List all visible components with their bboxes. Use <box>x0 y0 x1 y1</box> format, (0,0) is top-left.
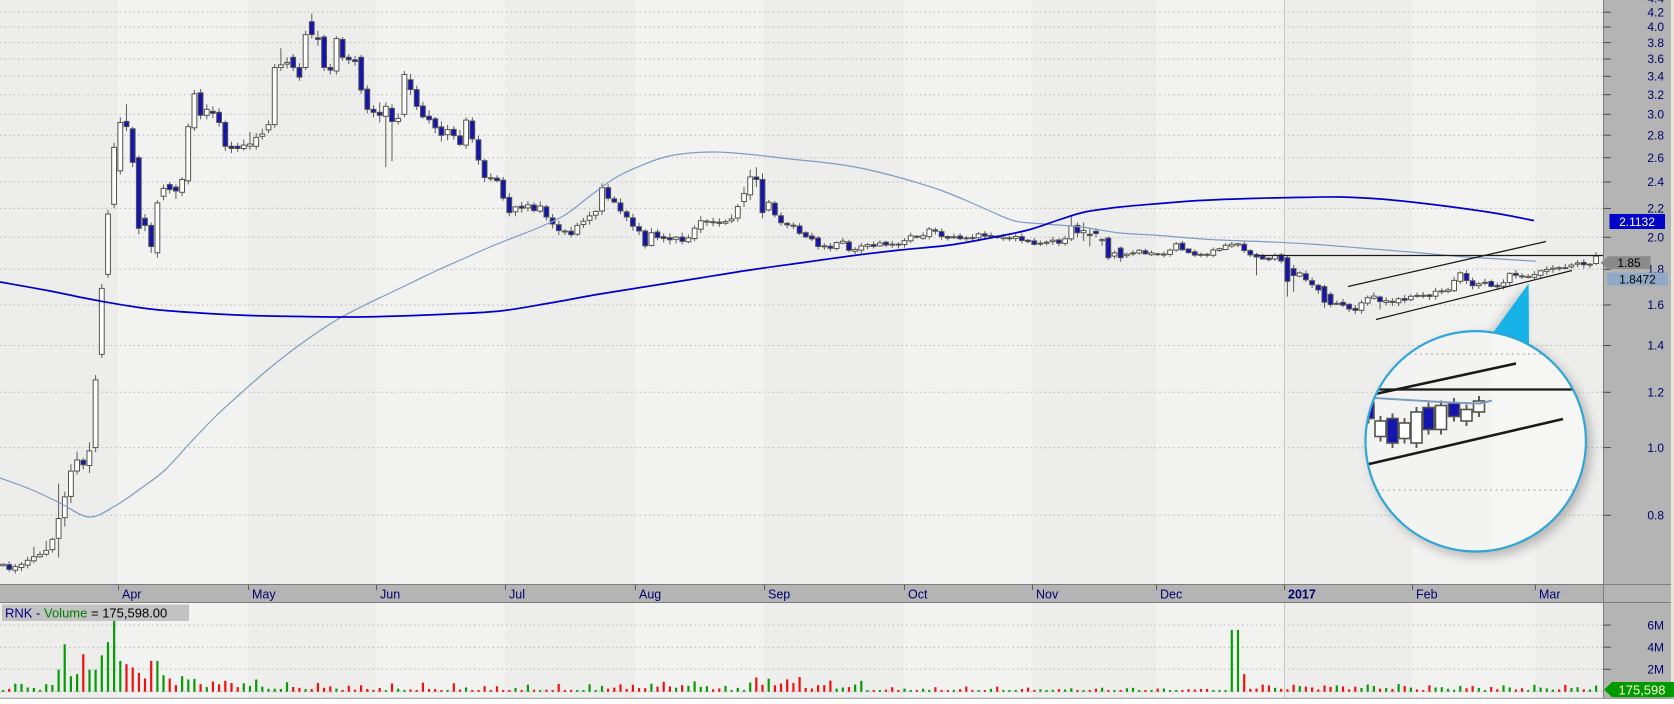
svg-text:2.1132: 2.1132 <box>1619 215 1655 229</box>
svg-text:Oct: Oct <box>908 588 928 602</box>
svg-text:2.0: 2.0 <box>1647 231 1664 245</box>
svg-text:4.4: 4.4 <box>1647 0 1664 5</box>
svg-text:Nov: Nov <box>1036 588 1059 602</box>
svg-text:1.4: 1.4 <box>1647 339 1664 353</box>
svg-text:Feb: Feb <box>1416 588 1438 602</box>
svg-text:4.0: 4.0 <box>1647 20 1664 34</box>
svg-text:Mar: Mar <box>1539 588 1561 602</box>
svg-text:1.85: 1.85 <box>1617 256 1641 270</box>
svg-text:Dec: Dec <box>1160 588 1182 602</box>
svg-text:May: May <box>252 588 276 602</box>
svg-text:4.2: 4.2 <box>1647 5 1664 19</box>
svg-text:Sep: Sep <box>768 588 790 602</box>
svg-text:1.6: 1.6 <box>1647 298 1664 312</box>
svg-text:1.8472: 1.8472 <box>1619 272 1656 286</box>
svg-text:Jun: Jun <box>380 588 400 602</box>
svg-text:2M: 2M <box>1647 663 1664 677</box>
svg-text:3.8: 3.8 <box>1647 36 1664 50</box>
svg-text:Apr: Apr <box>122 588 141 602</box>
svg-text:4M: 4M <box>1647 640 1664 654</box>
svg-text:RNK - Volume = 175,598.00: RNK - Volume = 175,598.00 <box>5 606 167 621</box>
svg-text:1.2: 1.2 <box>1647 386 1664 400</box>
svg-text:Jul: Jul <box>509 588 525 602</box>
svg-text:175,598: 175,598 <box>1619 683 1666 698</box>
svg-text:2017: 2017 <box>1288 588 1316 602</box>
svg-text:3.4: 3.4 <box>1647 70 1664 84</box>
svg-text:0.8: 0.8 <box>1647 509 1664 523</box>
svg-text:2.2: 2.2 <box>1647 202 1664 216</box>
svg-text:Aug: Aug <box>639 588 661 602</box>
svg-text:1.0: 1.0 <box>1647 441 1664 455</box>
svg-text:2.8: 2.8 <box>1647 128 1664 142</box>
svg-text:2.4: 2.4 <box>1647 175 1664 189</box>
svg-text:2.6: 2.6 <box>1647 151 1664 165</box>
svg-text:6M: 6M <box>1647 618 1664 632</box>
svg-text:3.0: 3.0 <box>1647 108 1664 122</box>
svg-text:3.2: 3.2 <box>1647 88 1664 102</box>
svg-text:3.6: 3.6 <box>1647 52 1664 66</box>
